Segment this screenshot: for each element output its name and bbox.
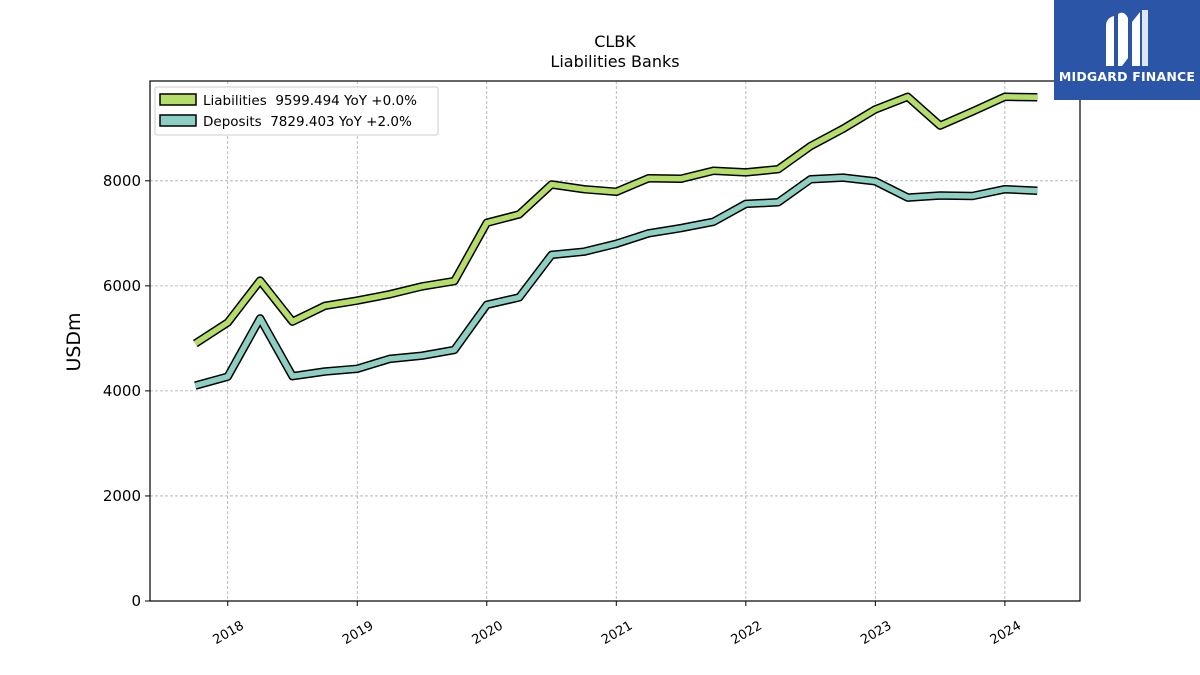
y-axis-label: USDm bbox=[63, 312, 85, 371]
x-tick-label: 2021 bbox=[599, 618, 635, 648]
logo-text: MIDGARD FINANCE bbox=[1058, 69, 1196, 84]
series-line-liabilities bbox=[193, 94, 1038, 346]
plot-frame bbox=[149, 80, 1081, 602]
grid bbox=[150, 81, 1080, 601]
x-tick-label: 2022 bbox=[729, 618, 765, 648]
x-tick-label: 2024 bbox=[988, 618, 1024, 648]
y-tick-label: 6000 bbox=[103, 277, 141, 295]
x-tick-label: 2020 bbox=[470, 618, 506, 648]
x-tick-label: 2019 bbox=[340, 618, 376, 648]
series-line-deposits bbox=[194, 174, 1038, 389]
legend-swatch-liabilities bbox=[159, 93, 197, 106]
legend-label-liabilities: Liabilities 9599.494 YoY +0.0% bbox=[203, 93, 417, 109]
x-axis: 2018 2019 2020 2021 2022 2023 2024 bbox=[211, 601, 1024, 648]
y-tick-label: 4000 bbox=[103, 382, 141, 400]
chart-title: CLBK bbox=[594, 32, 636, 51]
legend-label-deposits: Deposits 7829.403 YoY +2.0% bbox=[203, 114, 412, 130]
legend-box bbox=[154, 86, 439, 136]
series-layer bbox=[192, 92, 1038, 390]
y-tick-label: 0 bbox=[131, 592, 141, 610]
legend: Liabilities 9599.494 YoY +0.0% Deposits … bbox=[154, 86, 439, 136]
chart-subtitle: Liabilities Banks bbox=[550, 52, 679, 71]
x-tick-label: 2018 bbox=[211, 618, 247, 648]
x-tick-label: 2023 bbox=[858, 618, 894, 648]
y-tick-label: 2000 bbox=[103, 487, 141, 505]
midgard-logo-mark-icon bbox=[1106, 10, 1148, 67]
y-tick-label: 8000 bbox=[103, 172, 141, 190]
y-axis: 0 2000 4000 6000 8000 bbox=[103, 172, 150, 610]
legend-swatch-deposits bbox=[159, 114, 197, 127]
brand-logo: MIDGARD FINANCE bbox=[1054, 0, 1200, 100]
